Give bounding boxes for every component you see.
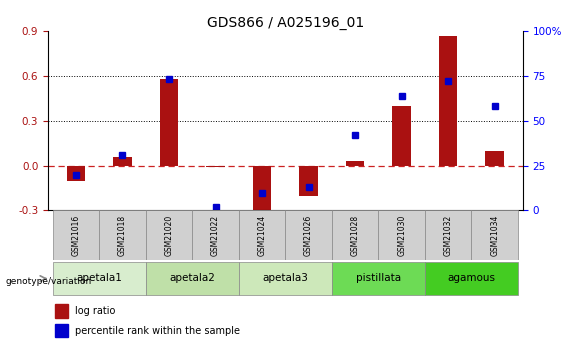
Text: GSM21022: GSM21022 [211,215,220,256]
Bar [192,210,239,260]
Text: GSM21016: GSM21016 [71,215,80,256]
Text: GSM21018: GSM21018 [118,215,127,256]
Bar [146,210,192,260]
Text: apetala1: apetala1 [76,273,122,283]
Bar [55,304,68,318]
Text: percentile rank within the sample: percentile rank within the sample [75,326,240,336]
Bar [332,210,379,260]
Bar [332,262,425,295]
Bar [392,106,411,166]
Bar [99,210,146,260]
Bar [53,210,99,260]
Bar [439,36,458,166]
Text: GSM21020: GSM21020 [164,215,173,256]
Bar [253,166,271,217]
Title: GDS866 / A025196_01: GDS866 / A025196_01 [207,16,364,30]
Bar [239,210,285,260]
Text: GSM21024: GSM21024 [258,215,267,256]
Text: GSM21034: GSM21034 [490,215,499,256]
Bar [425,262,518,295]
Bar [113,157,132,166]
Bar [471,210,518,260]
Text: pistillata: pistillata [356,273,401,283]
Bar [425,210,471,260]
Bar [206,166,225,167]
Bar [379,210,425,260]
Text: agamous: agamous [447,273,496,283]
Text: genotype/variation: genotype/variation [6,277,92,286]
Bar [55,324,68,337]
Bar [67,166,85,180]
Text: GSM21026: GSM21026 [304,215,313,256]
Bar [285,210,332,260]
Bar [146,262,239,295]
Bar [160,79,179,166]
Bar [485,151,504,166]
Text: apetala3: apetala3 [262,273,308,283]
Bar [239,262,332,295]
Bar [299,166,318,196]
Text: apetala2: apetala2 [170,273,215,283]
Text: log ratio: log ratio [75,306,115,316]
Bar [346,161,364,166]
Bar [53,262,146,295]
Text: GSM21028: GSM21028 [351,215,359,256]
Text: GSM21032: GSM21032 [444,215,453,256]
Text: GSM21030: GSM21030 [397,215,406,256]
